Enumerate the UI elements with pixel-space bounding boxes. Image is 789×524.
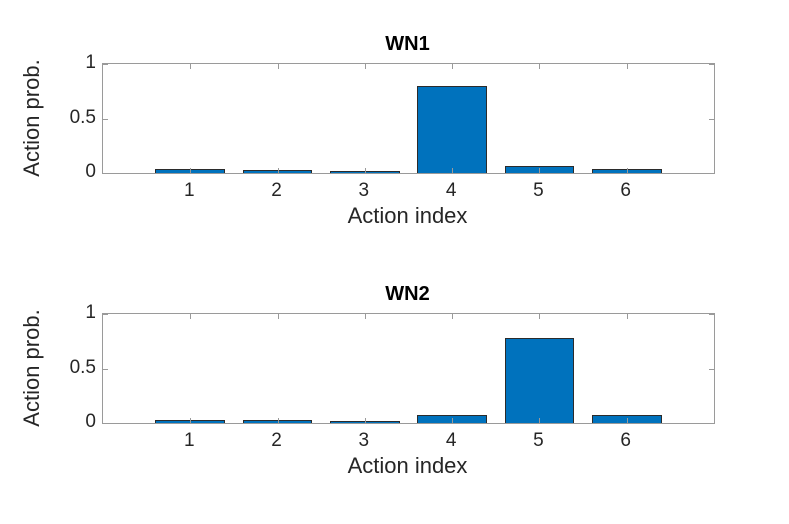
x-tick-mark [452,64,454,69]
x-tick-mark [452,314,454,319]
x-tick-label: 3 [358,430,370,451]
y-tick-mark [709,368,714,370]
y-tick-label: 0 [85,411,96,432]
x-tick-label: 6 [620,180,631,201]
x-tick-mark [190,168,192,173]
chart-title: WN1 [385,33,430,55]
x-tick-mark [277,168,279,173]
x-tick-label: 6 [620,430,631,451]
bar-wn2-cat5 [504,337,575,423]
plot-area [102,313,715,424]
x-tick-label: 3 [358,180,370,201]
x-tick-label: 5 [533,180,544,201]
bar-wn1-cat5 [504,166,575,173]
x-tick-mark [277,314,279,319]
x-tick-mark [539,64,541,69]
bar-wn1-cat1 [155,169,226,173]
chart-title: WN2 [385,283,430,305]
y-tick-label: 0.5 [69,106,96,128]
y-tick-label: 1 [85,52,96,73]
x-tick-label: 5 [533,430,544,451]
chart-wn2: WN2 Action prob. Action index 1 2 3 4 5 6 0 0.5… [0,279,789,519]
x-tick-label: 1 [183,180,195,201]
y-tick-label: 0.5 [69,356,96,378]
x-tick-mark [539,314,541,319]
y-tick-mark [709,118,714,120]
x-tick-label: 4 [445,180,457,201]
x-tick-mark [626,418,628,423]
y-tick-mark [103,423,108,424]
y-tick-mark [709,173,714,174]
x-tick-mark [452,168,454,173]
chart-wn1: WN1 Action prob. Action index 1 2 3 4 5 6 0 0.5… [0,29,789,269]
y-tick-mark [103,118,108,120]
x-tick-mark [364,168,366,173]
x-axis-label: Action index [347,453,468,478]
y-tick-mark [103,314,108,315]
y-tick-mark [709,64,714,65]
x-tick-mark [452,418,454,423]
x-tick-mark [190,64,192,69]
x-tick-mark [364,418,366,423]
x-tick-label: 1 [183,430,195,451]
x-tick-mark [539,168,541,173]
x-tick-label: 2 [271,430,282,451]
bar-wn1-cat4 [417,85,488,173]
x-tick-mark [364,314,366,319]
bar-wn2-cat1 [155,420,226,423]
y-tick-label: 0 [85,161,96,182]
y-tick-mark [103,173,108,174]
x-tick-mark [626,168,628,173]
y-tick-mark [103,64,108,65]
bar-wn2-cat4 [417,414,488,423]
x-axis-label: Action index [347,203,468,228]
x-tick-mark [190,314,192,319]
y-tick-mark [103,368,108,370]
y-tick-mark [709,314,714,315]
x-tick-label: 2 [271,180,282,201]
y-tick-mark [709,423,714,424]
plot-area [102,63,715,174]
x-tick-mark [277,64,279,69]
x-tick-mark [364,64,366,69]
x-tick-label: 4 [445,430,457,451]
x-tick-mark [626,314,628,319]
x-tick-mark [539,418,541,423]
x-tick-mark [277,418,279,423]
x-tick-mark [190,418,192,423]
y-tick-label: 1 [85,302,96,323]
x-tick-mark [626,64,628,69]
